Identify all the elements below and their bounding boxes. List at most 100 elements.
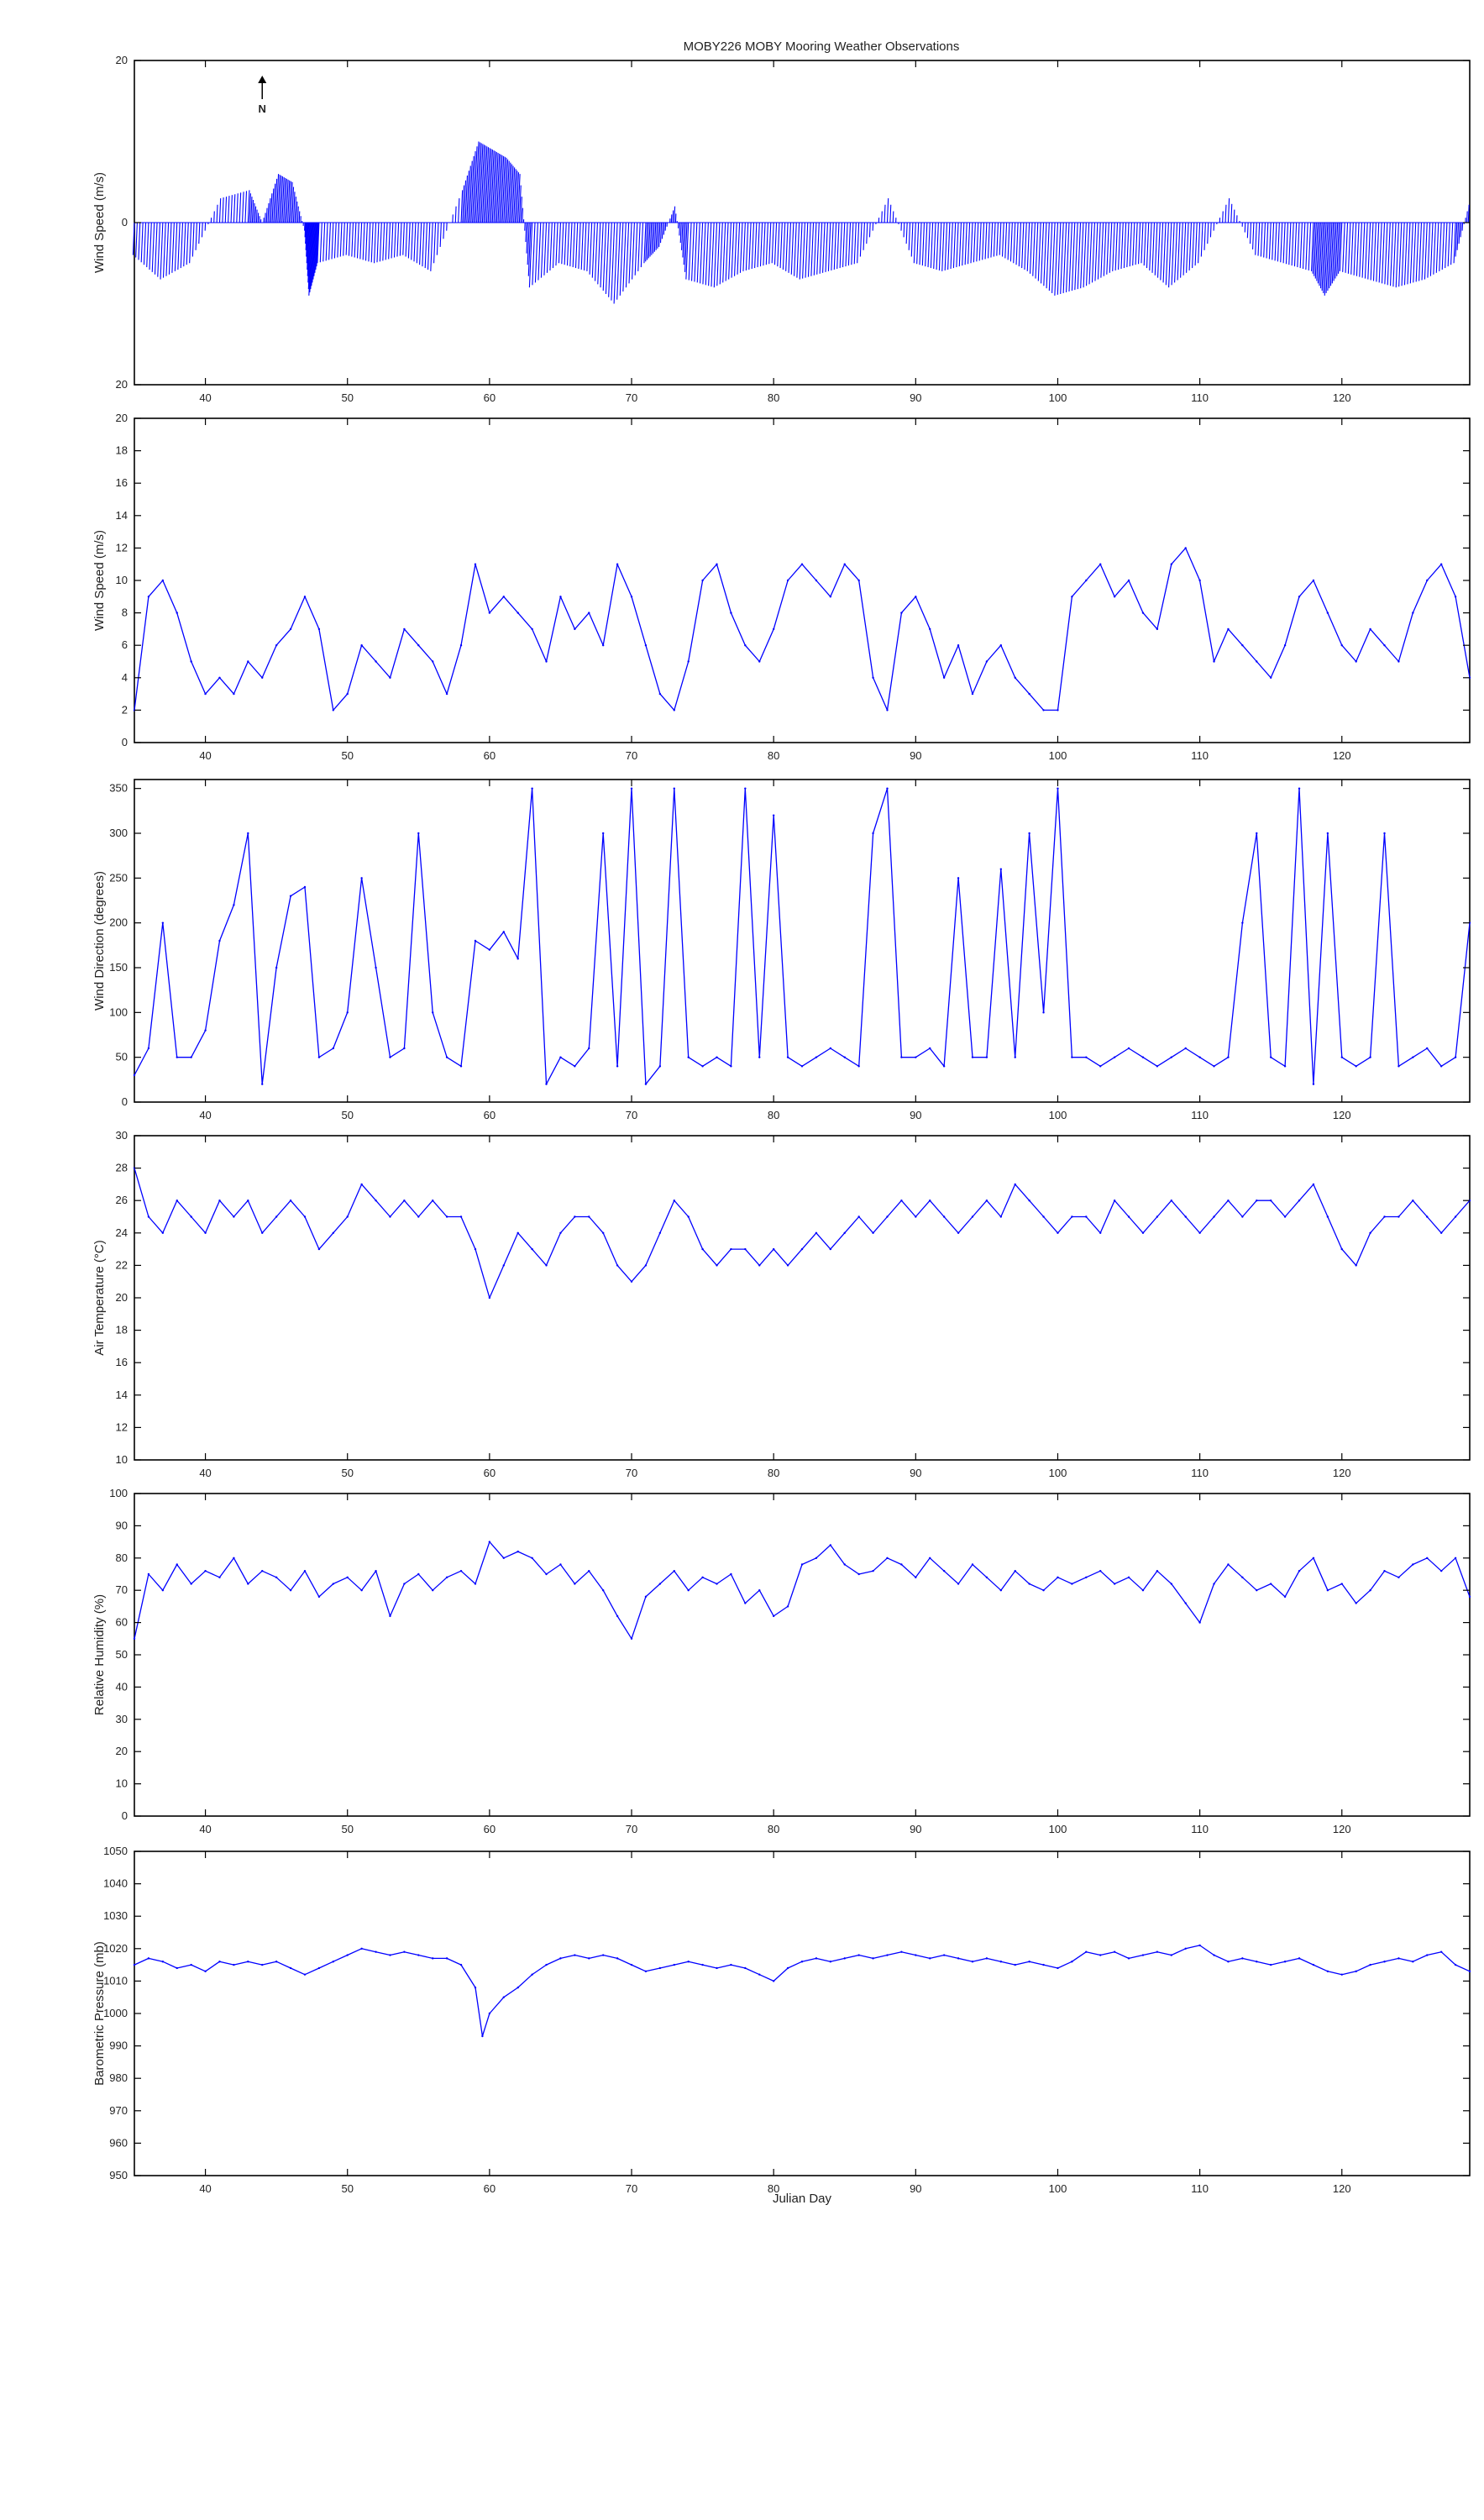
x-tick-label: 70 — [626, 1467, 637, 1479]
wind-stick — [970, 222, 973, 264]
data-point — [488, 1296, 491, 1299]
y-tick-label: 60 — [116, 1616, 128, 1629]
wind-stick — [905, 222, 908, 244]
wind-stick — [476, 142, 481, 223]
data-point — [502, 1557, 505, 1560]
wind-stick — [1455, 222, 1458, 257]
y-tick-label: 2 — [122, 703, 128, 716]
data-point — [190, 1056, 192, 1058]
wind-stick — [254, 206, 257, 223]
wind-stick — [359, 222, 363, 260]
data-point — [1156, 1950, 1159, 1953]
wind-stick — [464, 176, 468, 223]
wind-stick — [863, 222, 865, 250]
data-point — [800, 1065, 804, 1068]
data-point — [481, 2034, 484, 2038]
wind-stick — [151, 222, 155, 272]
wind-stick — [672, 210, 674, 223]
data-point — [346, 1954, 349, 1956]
y-tick-label: 1020 — [103, 1942, 128, 1955]
wind-stick — [984, 222, 988, 260]
data-point — [389, 1215, 391, 1218]
data-point — [673, 1569, 675, 1572]
data-point — [403, 1950, 406, 1953]
wind-stick — [275, 174, 280, 223]
data-point — [161, 579, 165, 582]
wind-stick — [1051, 222, 1056, 293]
data-point — [815, 1231, 818, 1235]
data-point — [929, 1200, 931, 1202]
data-point — [843, 563, 846, 565]
x-tick-label: 100 — [1049, 1823, 1067, 1835]
data-point — [616, 1614, 619, 1618]
wind-stick — [304, 222, 307, 238]
wind-stick — [1407, 222, 1411, 285]
wind-stick — [1280, 222, 1283, 263]
wind-stick — [1227, 198, 1230, 223]
y-tick-label: 20 — [116, 1745, 128, 1757]
wind-stick — [481, 145, 486, 223]
wind-stick — [725, 222, 729, 281]
wind-stick — [1088, 222, 1093, 285]
y-tick-label: 30 — [116, 1129, 128, 1142]
data-point — [971, 1056, 974, 1058]
y-tick-label: 18 — [116, 444, 128, 457]
data-point — [204, 692, 207, 696]
wind-stick — [646, 222, 649, 260]
wind-stick — [810, 222, 815, 276]
data-point — [942, 676, 946, 679]
wind-stick — [374, 222, 377, 264]
data-point — [701, 1065, 704, 1068]
wind-stick — [198, 222, 201, 244]
wind-stick — [737, 222, 741, 275]
data-point — [176, 1966, 178, 1970]
wind-stick — [516, 172, 520, 223]
data-point — [1028, 832, 1030, 835]
data-point — [601, 644, 605, 647]
data-point — [772, 1614, 775, 1618]
data-point — [1113, 596, 1116, 598]
wind-stick — [555, 222, 558, 266]
wind-stick — [1080, 222, 1084, 289]
y-tick-label: 0 — [122, 736, 128, 748]
data-point — [772, 1247, 775, 1251]
data-point — [1256, 1200, 1258, 1202]
data-point — [758, 1056, 761, 1058]
data-point — [303, 1215, 307, 1218]
data-point — [176, 1200, 178, 1202]
wind-stick — [526, 222, 529, 254]
data-point — [389, 1614, 391, 1618]
wind-stick — [705, 222, 709, 286]
data-point — [900, 612, 903, 614]
wind-stick — [831, 222, 834, 270]
wind-stick — [308, 222, 312, 296]
data-point — [1099, 1231, 1102, 1235]
wind-stick — [407, 222, 411, 259]
data-point — [800, 1563, 804, 1566]
data-point — [1383, 1569, 1386, 1572]
data-point — [601, 832, 605, 835]
wind-stick — [271, 188, 275, 223]
wind-stick — [1359, 222, 1362, 277]
data-point — [687, 1589, 690, 1592]
wind-stick — [688, 222, 692, 281]
wind-stick — [364, 222, 368, 261]
wind-stick — [794, 222, 797, 276]
data-point — [800, 1961, 804, 1963]
wind-stick — [1252, 222, 1255, 249]
wind-stick — [1339, 222, 1343, 271]
x-tick-label: 70 — [626, 1109, 637, 1121]
data-point — [815, 579, 818, 582]
data-point — [886, 1954, 889, 1956]
data-point — [687, 1961, 690, 1963]
wind-stick — [1435, 222, 1439, 273]
wind-stick — [1421, 222, 1425, 281]
wind-stick — [517, 174, 521, 223]
data-point — [886, 1215, 889, 1218]
data-point — [133, 1963, 136, 1966]
x-tick-label: 90 — [910, 1109, 921, 1121]
data-point — [545, 1963, 548, 1966]
wind-stick — [399, 222, 402, 256]
wind-stick — [1203, 222, 1206, 250]
x-tick-label: 60 — [484, 391, 496, 404]
